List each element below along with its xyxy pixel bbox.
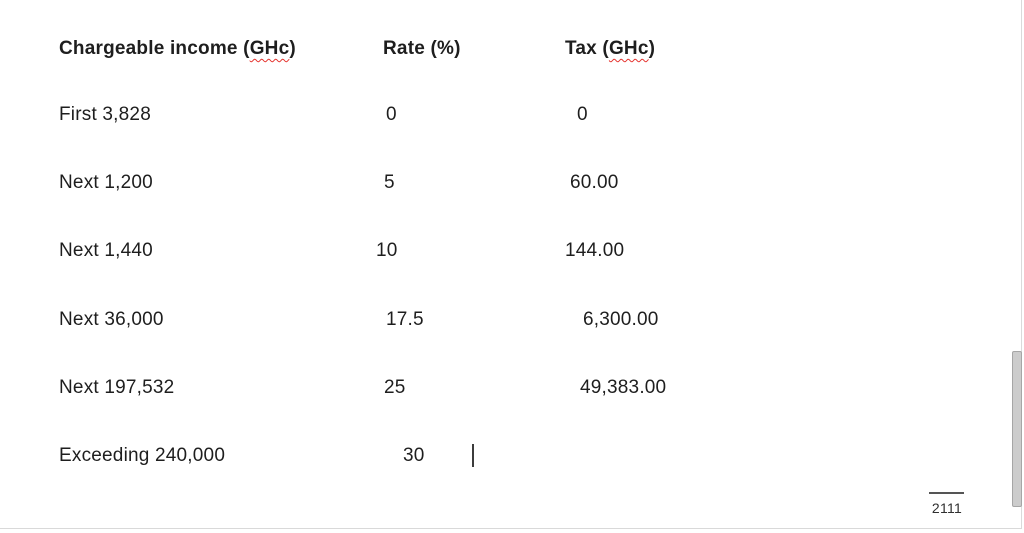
cell-tax: 60.00	[570, 172, 619, 193]
cell-rate: 0	[386, 104, 397, 125]
text-caret	[472, 444, 474, 467]
cell-income: Next 197,532	[59, 377, 175, 398]
cell-income: Next 1,200	[59, 172, 153, 193]
table-row: Exceeding 240,000 30	[0, 443, 1022, 469]
spellcheck-flagged-word: GHc	[608, 38, 649, 59]
cell-tax: 144.00	[565, 240, 625, 261]
content-bottom-border	[0, 528, 1022, 529]
character-counter: 2111	[931, 500, 963, 516]
counter-rule	[929, 492, 964, 494]
header-text-part: )	[648, 38, 656, 59]
header-text-part: Tax (	[565, 38, 609, 59]
cell-rate: 25	[384, 377, 406, 398]
cell-income: Next 1,440	[59, 240, 153, 261]
cell-income: Exceeding 240,000	[59, 445, 226, 466]
table-row: Next 197,532 25 49,383.00	[0, 375, 1022, 401]
header-rate: Rate (%)	[383, 36, 461, 62]
cell-rate: 5	[384, 172, 395, 193]
cell-tax: 49,383.00	[580, 377, 667, 398]
cell-income: Next 36,000	[59, 309, 164, 330]
cell-rate: 17.5	[386, 309, 424, 330]
table-row: Next 36,000 17.5 6,300.00	[0, 307, 1022, 333]
table-row: Next 1,440 10 144.00	[0, 238, 1022, 264]
table-row: Next 1,200 5 60.00	[0, 170, 1022, 196]
table-header-row: Chargeable income (GHc) Rate (%) Tax (GH…	[0, 36, 1022, 62]
header-text-part: Rate (%)	[383, 38, 461, 59]
header-tax: Tax (GHc)	[565, 36, 655, 62]
cell-tax: 6,300.00	[583, 309, 659, 330]
scrollbar-track[interactable]	[1021, 0, 1022, 528]
cell-rate: 30	[403, 445, 425, 466]
cell-income: First 3,828	[59, 104, 151, 125]
cell-rate: 10	[376, 240, 398, 261]
header-text-part: Chargeable income (	[59, 38, 250, 59]
header-text-part: )	[289, 38, 296, 59]
table-row: First 3,828 0 0	[0, 102, 1022, 128]
spellcheck-flagged-word: GHc	[249, 38, 290, 59]
scrollbar-thumb[interactable]	[1012, 351, 1022, 507]
cell-tax: 0	[577, 104, 588, 125]
header-chargeable-income: Chargeable income (GHc)	[59, 36, 296, 62]
